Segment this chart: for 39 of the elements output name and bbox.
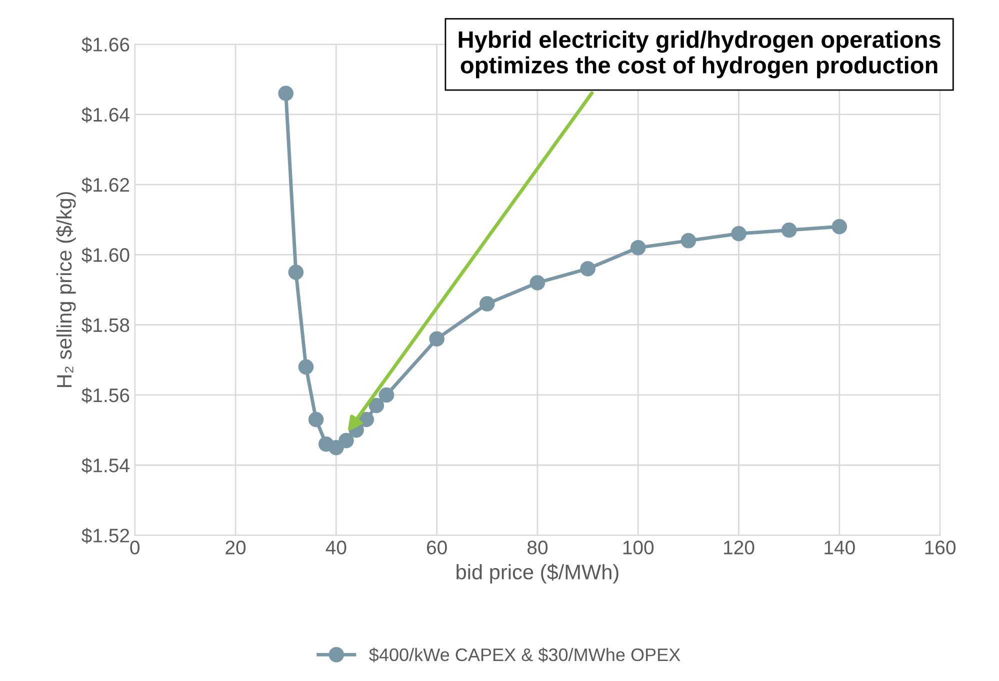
x-tick-label: 40 [326, 540, 346, 554]
x-tick-label: 60 [426, 540, 447, 554]
point [580, 261, 596, 276]
point [328, 440, 344, 456]
y-tick-label: $1.52 [82, 528, 130, 544]
point [308, 412, 324, 428]
annotation: Hybrid electricity grid/hydrogen operations optimizes the cost of hydrogen production [458, 30, 940, 78]
point [298, 359, 314, 375]
point [288, 264, 304, 280]
point [429, 331, 444, 347]
point [781, 222, 797, 238]
y-tick-label: $1.60 [82, 247, 130, 264]
x-tick-label: 0 [130, 540, 140, 554]
y-tick-label: $1.62 [82, 177, 130, 193]
point [378, 387, 394, 403]
x-tick-label: 80 [527, 540, 548, 554]
point [358, 412, 374, 428]
x-tick-label: 160 [925, 540, 956, 554]
legend-label: $400/kWe CAPEX & $30/MWhe OPEX [369, 648, 680, 662]
point [480, 296, 495, 312]
x-tick-label: 100 [623, 540, 654, 554]
x-tick-label: 120 [724, 540, 754, 554]
y-tick-label: $1.54 [82, 458, 130, 474]
point [530, 275, 546, 290]
point [630, 240, 646, 256]
y-tick-label: $1.56 [82, 388, 130, 404]
point [680, 233, 696, 248]
x-axis-title: bid price ($/MWh) [456, 564, 618, 584]
point [368, 398, 384, 414]
y-tick-label: $1.64 [82, 107, 130, 123]
y-axis-title: H₂ selling price ($/kg) [56, 192, 76, 388]
point [832, 218, 848, 234]
point [278, 86, 294, 102]
point [338, 432, 354, 448]
x-tick-label: 20 [226, 540, 246, 554]
x-tick-label: 140 [824, 540, 855, 554]
y-tick-label: $1.66 [82, 36, 130, 53]
point [731, 226, 746, 242]
y-tick-label: $1.58 [82, 317, 130, 334]
